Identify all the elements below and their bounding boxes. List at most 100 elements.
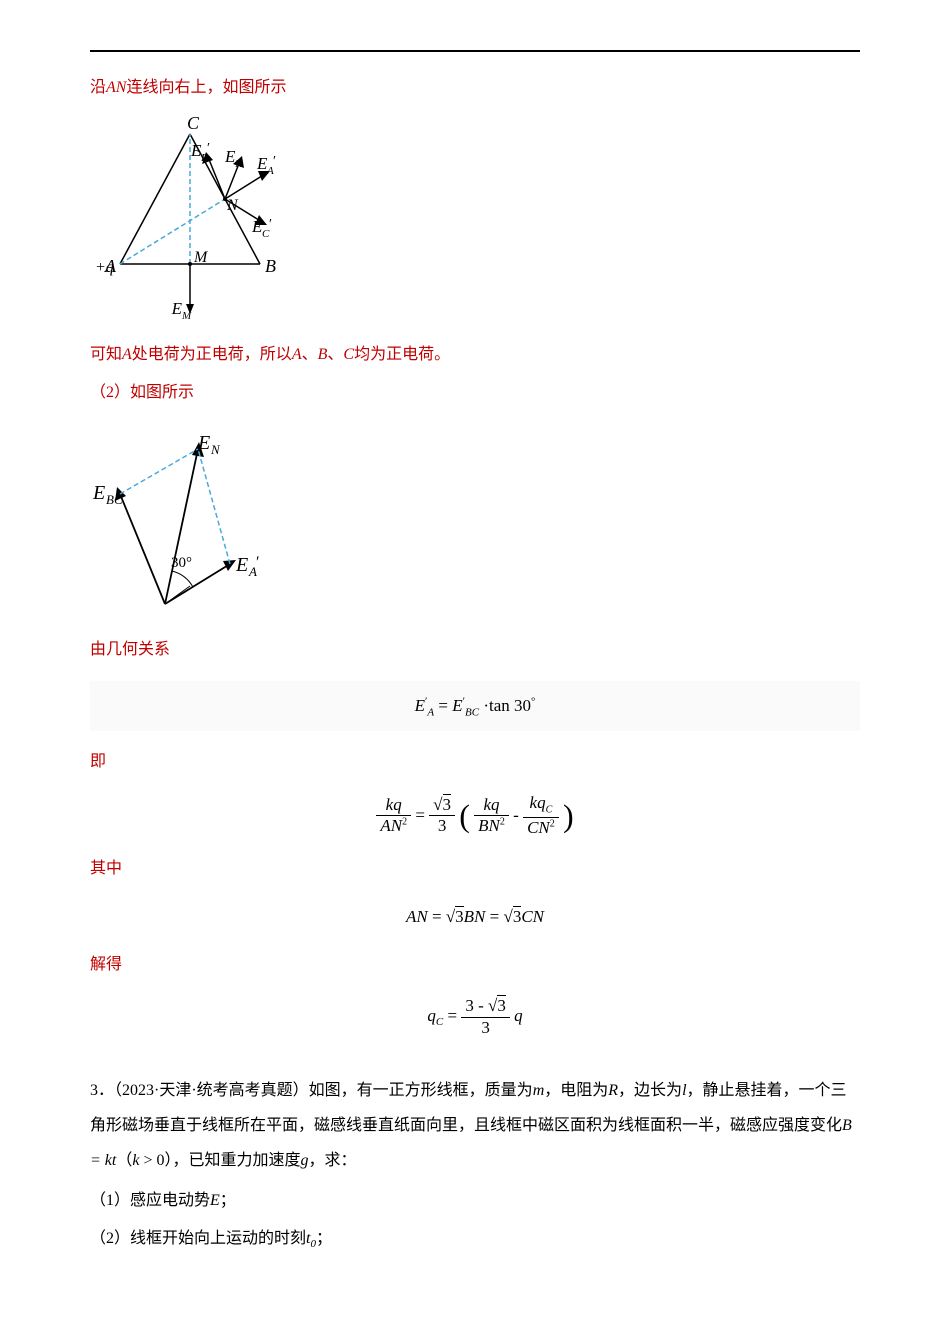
label-B: B bbox=[265, 256, 276, 276]
solution-line-7: 解得 bbox=[90, 949, 860, 981]
p3-p5: > 0），已知重力加速度 bbox=[139, 1152, 300, 1169]
label-EM: E bbox=[171, 299, 183, 318]
eq3-eq: = bbox=[432, 907, 446, 926]
eq1-EBC: E bbox=[452, 696, 462, 715]
kqC: kq bbox=[530, 793, 546, 812]
q1-E: E bbox=[210, 1192, 220, 1209]
text: 连线向右上，如图所示 bbox=[126, 79, 286, 96]
label-EB-prime: ′ bbox=[207, 141, 210, 156]
CN3: CN bbox=[521, 907, 544, 926]
text: 、 bbox=[327, 346, 343, 363]
label-EN2: E bbox=[197, 432, 210, 454]
p3-m: m bbox=[533, 1082, 545, 1099]
label-EN2-sub: N bbox=[210, 442, 221, 457]
q-final: q bbox=[514, 1006, 523, 1025]
label-EBC: E bbox=[92, 482, 105, 504]
exp3: 2 bbox=[550, 818, 555, 829]
qC-sub: C bbox=[436, 1016, 443, 1028]
eq4-eq: = bbox=[447, 1006, 461, 1025]
label-EC-prime: ′ bbox=[269, 217, 272, 232]
solution-line-5: 即 bbox=[90, 746, 860, 778]
eq1-BCsub: BC bbox=[465, 706, 479, 718]
label-EM-sub: M bbox=[181, 310, 192, 322]
equation-3: AN = √3BN = √3CN bbox=[90, 900, 860, 934]
den3: 3 bbox=[429, 816, 455, 836]
q1-prefix: （1）感应电动势 bbox=[90, 1192, 210, 1209]
text: 处电荷为正电荷，所以 bbox=[132, 346, 292, 363]
text: 可知 bbox=[90, 346, 122, 363]
solution-line-1: 沿AN连线向右上，如图所示 bbox=[90, 72, 860, 104]
label-EA2-prime: ′ bbox=[256, 554, 260, 571]
frac-1: kq AN2 bbox=[376, 795, 411, 837]
label-EA2: E bbox=[235, 554, 248, 576]
figure-1-triangle: C A B +q M N E B ′ E N E A ′ E C ′ E M bbox=[90, 114, 860, 324]
root3-4: 3 bbox=[497, 995, 506, 1015]
triangle-svg: C A B +q M N E B ′ E N E A ′ E C ′ E M bbox=[90, 114, 310, 324]
kq1: kq bbox=[386, 795, 402, 814]
var-C: C bbox=[343, 346, 354, 363]
label-EA-prime: ′ bbox=[273, 154, 276, 169]
frac-2: √3 3 bbox=[429, 795, 455, 837]
AN-var: AN bbox=[106, 79, 126, 96]
solution-line-4: 由几何关系 bbox=[90, 634, 860, 666]
eq1-deg: ° bbox=[531, 695, 535, 707]
text: 、 bbox=[302, 346, 318, 363]
solution-line-3: （2）如图所示 bbox=[90, 377, 860, 409]
label-EBC-sub: BC bbox=[106, 492, 123, 507]
label-plusq: +q bbox=[95, 259, 114, 276]
AN3: AN bbox=[406, 907, 428, 926]
label-C: C bbox=[187, 114, 200, 133]
q2-prefix: （2）线框开始向上运动的时刻 bbox=[90, 1230, 306, 1247]
BN: BN bbox=[478, 816, 500, 835]
frac-3: kq BN2 bbox=[474, 795, 509, 837]
num3: 3 - bbox=[465, 996, 488, 1015]
eq1-tan: tan 30 bbox=[489, 696, 531, 715]
qC: q bbox=[427, 1006, 436, 1025]
var-A: A bbox=[122, 346, 132, 363]
label-angle: 30° bbox=[171, 555, 192, 571]
eq1-Asub: A bbox=[427, 706, 434, 718]
equation-4: qC = 3 - √3 3 q bbox=[90, 996, 860, 1038]
exp1: 2 bbox=[402, 817, 407, 828]
q2-suffix: ； bbox=[316, 1230, 332, 1247]
p3-p6: ，求： bbox=[309, 1152, 357, 1169]
p3-g: g bbox=[301, 1152, 309, 1169]
exp2: 2 bbox=[500, 817, 505, 828]
problem-3-q1: （1）感应电动势E； bbox=[90, 1185, 860, 1217]
BN3: BN bbox=[464, 907, 486, 926]
label-N: N bbox=[226, 197, 239, 214]
text: 沿 bbox=[90, 79, 106, 96]
vector-svg: E N E BC E A ′ 30° bbox=[90, 419, 280, 619]
var-B: B bbox=[318, 346, 328, 363]
equation-1: E′A = E′BC ·tan 30° bbox=[90, 681, 860, 731]
var-A2: A bbox=[292, 346, 302, 363]
equation-2: kq AN2 = √3 3 ( kq BN2 - kqC CN2 ) bbox=[90, 793, 860, 838]
p3-num: 3． bbox=[90, 1082, 114, 1099]
AN: AN bbox=[380, 816, 402, 835]
p3-R: R bbox=[608, 1082, 618, 1099]
text: 均为正电荷。 bbox=[354, 346, 450, 363]
header-rule bbox=[90, 50, 860, 52]
eq3-eq2: = bbox=[490, 907, 504, 926]
p3-p2: ，边长为 bbox=[618, 1082, 682, 1099]
problem-3-q2: （2）线框开始向上运动的时刻t0； bbox=[90, 1223, 860, 1255]
label-M: M bbox=[193, 249, 209, 266]
label-EN-sub: N bbox=[234, 158, 243, 170]
frac-5: 3 - √3 3 bbox=[461, 996, 510, 1038]
p3-p1: ，电阻为 bbox=[544, 1082, 608, 1099]
CN: CN bbox=[527, 818, 550, 837]
problem-3: 3．（2023·天津·统考高考真题）如图，有一正方形线框，质量为m，电阻为R，边… bbox=[90, 1073, 860, 1179]
solution-line-6: 其中 bbox=[90, 853, 860, 885]
den3-4: 3 bbox=[461, 1018, 510, 1038]
root3-1: 3 bbox=[455, 906, 464, 926]
eq1-EA: E bbox=[415, 696, 425, 715]
p3-p4: （ bbox=[116, 1152, 132, 1169]
root3: 3 bbox=[443, 794, 452, 814]
figure-2-vectors: E N E BC E A ′ 30° bbox=[90, 419, 860, 619]
kq2: kq bbox=[484, 795, 500, 814]
p3-source: （2023·天津·统考高考真题）如图，有一正方形线框，质量为 bbox=[114, 1082, 533, 1099]
eq1-eq: = bbox=[438, 696, 452, 715]
frac-4: kqC CN2 bbox=[523, 793, 559, 838]
q1-suffix: ； bbox=[220, 1192, 236, 1209]
solution-line-2: 可知A处电荷为正电荷，所以A、B、C均为正电荷。 bbox=[90, 339, 860, 371]
